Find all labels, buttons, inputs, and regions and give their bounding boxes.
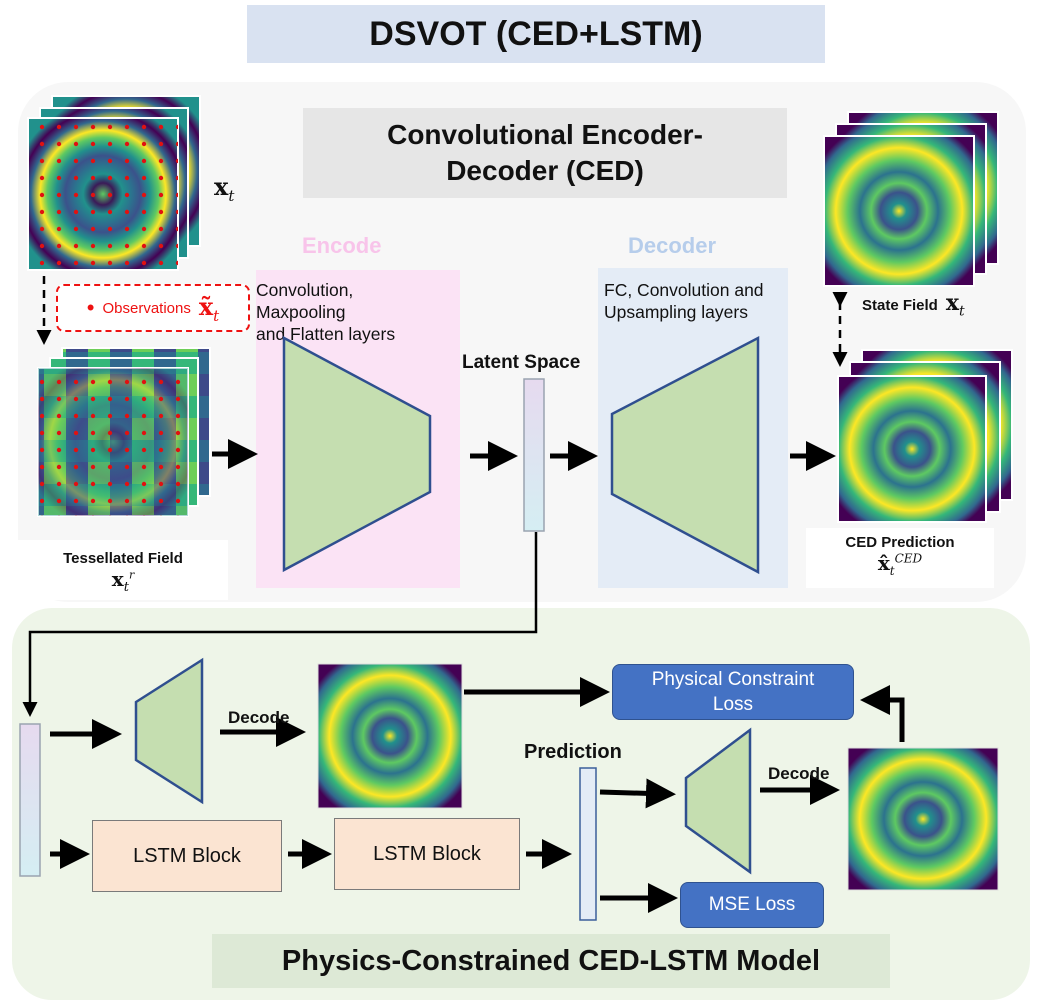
encoder-label: Encode — [302, 233, 382, 258]
lstm-block-1: LSTM Block — [92, 820, 282, 892]
observation-dot-icon: • — [86, 295, 95, 320]
mse-loss-label: MSE Loss — [708, 894, 796, 915]
encoder-desc-line1: Convolution, — [256, 280, 354, 300]
ced-prediction-sup: CED — [894, 551, 923, 566]
decode-label-2: Decode — [768, 764, 830, 783]
ced-title-line2: Decoder (CED) — [446, 155, 644, 186]
ced-prediction-sub: t — [889, 564, 895, 578]
x-t-label: xt — [214, 172, 234, 205]
prediction-bar — [579, 767, 597, 921]
tessellated-symbol-char: x — [111, 567, 124, 591]
tessellated-field-stack — [37, 347, 211, 517]
ced-title-line1: Convolutional Encoder- — [387, 119, 703, 150]
prediction-label: Prediction — [524, 741, 622, 763]
lstm-block-2: LSTM Block — [334, 818, 520, 890]
ced-prediction-symbol: x̂tCED — [806, 551, 994, 578]
decoder-description: FC, Convolution and Upsampling layers — [604, 279, 764, 323]
observations-label: Observations — [102, 299, 191, 317]
state-field-symbol-char: x — [945, 290, 959, 316]
lstm-input-latent-bar — [19, 723, 41, 877]
encoder-description: Convolution, Maxpooling and Flatten laye… — [256, 279, 395, 345]
observations-symbol-char: x̃ — [198, 291, 214, 321]
encoder-trapezoid — [282, 335, 432, 573]
lstm-model-title: Physics-Constrained CED-LSTM Model — [212, 934, 890, 988]
ced-title: Convolutional Encoder- Decoder (CED) — [303, 108, 787, 198]
decoder-trapezoid-2 — [684, 727, 752, 875]
decoder-desc-line1: FC, Convolution and — [604, 280, 764, 300]
decoder-trapezoid-1 — [134, 657, 204, 805]
x-t-symbol: x — [214, 172, 229, 201]
state-field-label: State Field — [862, 297, 938, 314]
arrow-to-decoder-2 — [599, 778, 676, 809]
x-t-sub: t — [228, 186, 235, 205]
latent-space-label: Latent Space — [462, 352, 581, 373]
tessellated-sub: t — [123, 580, 129, 595]
ced-prediction-label: CED Prediction — [845, 534, 955, 551]
state-field-sub: t — [958, 303, 965, 320]
latent-to-lstm-connector — [22, 532, 538, 717]
decode-label-1: Decode — [228, 708, 290, 727]
mse-loss-box: MSE Loss — [680, 882, 824, 928]
ced-prediction-label-box: CED Prediction x̂tCED — [806, 528, 994, 588]
physical-loss-line1: Physical Constraint — [651, 669, 815, 690]
decoded-field-1 — [317, 663, 463, 809]
lstm-block-1-label: LSTM Block — [133, 844, 241, 867]
tessellated-sup: r — [128, 568, 135, 582]
encoder-desc-line3: and Flatten layers — [256, 324, 396, 344]
physical-loss-line2: Loss — [712, 694, 754, 715]
state-field-label-group: State Field xt — [862, 290, 965, 319]
diagram-title: DSVOT (CED+LSTM) — [247, 5, 825, 63]
latent-space-bar — [523, 378, 545, 532]
decoder-desc-line2: Upsampling layers — [604, 302, 748, 322]
lstm-block-2-label: LSTM Block — [373, 842, 481, 865]
state-field-symbol: xt — [946, 290, 965, 319]
ced-prediction-symbol-char: x̂ — [877, 551, 890, 575]
encoder-desc-line2: Maxpooling — [256, 302, 346, 322]
decoder-trapezoid — [610, 335, 760, 575]
decoded-field-2 — [847, 747, 999, 891]
arrow-field2-to-physical-loss — [860, 685, 905, 742]
tessellated-label: Tessellated Field — [63, 550, 183, 567]
observed-field-stack — [27, 95, 201, 271]
ced-prediction-stack — [837, 349, 1013, 523]
observations-box: • Observations x̃t — [56, 284, 250, 332]
observations-symbol: x̃t — [199, 292, 219, 325]
decoder-label: Decoder — [628, 233, 717, 258]
state-field-stack — [823, 111, 999, 287]
tessellated-label-box: Tessellated Field xtr — [18, 540, 228, 600]
tessellated-symbol: xtr — [18, 567, 228, 595]
observations-sub: t — [213, 306, 220, 325]
physical-constraint-loss-box: Physical Constraint Loss — [612, 664, 854, 720]
